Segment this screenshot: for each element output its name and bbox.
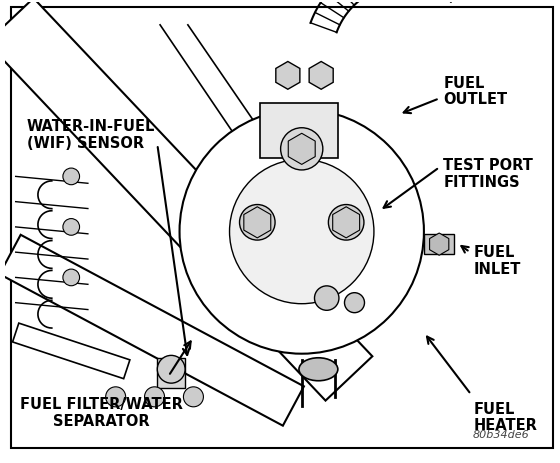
Circle shape [281,128,323,170]
Polygon shape [0,235,304,425]
Circle shape [63,168,80,185]
Text: 80b34de6: 80b34de6 [473,431,529,440]
Text: FUEL FILTER/WATER
SEPARATOR: FUEL FILTER/WATER SEPARATOR [20,397,183,429]
Circle shape [230,159,374,304]
Polygon shape [12,323,130,379]
Circle shape [144,387,165,407]
Circle shape [63,269,80,286]
Circle shape [106,387,125,407]
Polygon shape [0,0,372,400]
Circle shape [328,205,364,240]
Text: WATER-IN-FUEL
(WIF) SENSOR: WATER-IN-FUEL (WIF) SENSOR [27,119,155,151]
FancyBboxPatch shape [424,234,455,255]
Circle shape [315,286,339,310]
Circle shape [240,205,275,240]
Text: FUEL
OUTLET: FUEL OUTLET [444,75,507,107]
Circle shape [63,219,80,235]
Text: FUEL
INLET: FUEL INLET [474,245,521,277]
Circle shape [184,387,203,407]
Circle shape [157,356,185,383]
Circle shape [180,109,424,354]
FancyBboxPatch shape [157,358,185,388]
Circle shape [344,293,365,313]
FancyBboxPatch shape [260,103,338,158]
Text: FUEL
HEATER: FUEL HEATER [474,401,538,433]
Ellipse shape [299,358,338,381]
Text: TEST PORT
FITTINGS: TEST PORT FITTINGS [444,158,533,190]
